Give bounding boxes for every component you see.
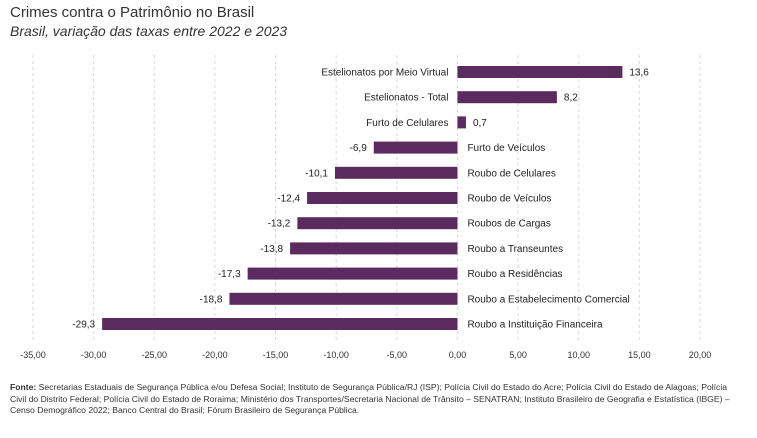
source-note: Fonte: Secretarias Estaduais de Seguranç… <box>10 382 745 417</box>
bar <box>297 217 458 230</box>
category-label: Estelionatos por Meio Virtual <box>321 68 448 79</box>
x-tick-label: 0,00 <box>449 350 467 360</box>
value-label: 13,6 <box>629 68 649 79</box>
category-label: Roubo a Transeuntes <box>467 244 563 255</box>
value-label: -10,1 <box>305 168 328 179</box>
bar <box>307 192 458 204</box>
value-label: -29,3 <box>72 320 95 331</box>
value-label: -13,2 <box>268 219 291 230</box>
bar <box>102 318 458 330</box>
chart-subtitle: Brasil, variação das taxas entre 2022 e … <box>10 23 288 39</box>
value-label: -13,8 <box>260 244 283 255</box>
bar <box>457 116 466 129</box>
value-label: 8,2 <box>564 93 578 104</box>
x-tick-label: 20,00 <box>689 350 712 360</box>
category-label: Furto de Celulares <box>366 118 448 129</box>
x-tick-label: -35,00 <box>20 350 46 360</box>
bar <box>334 166 458 179</box>
x-tick-label: -15,00 <box>263 350 289 360</box>
x-tick-label: -25,00 <box>142 350 168 360</box>
category-label: Roubos de Cargas <box>467 219 550 230</box>
bar <box>229 292 458 305</box>
source-label: Fonte: <box>10 382 37 392</box>
x-tick-label: 10,00 <box>567 350 590 360</box>
bar-chart: -35,00 -30,00 -25,00 -20,00 -15,00 -10,00 -5,0… <box>20 55 712 360</box>
x-tick-label: -5,00 <box>387 350 408 360</box>
value-label: -18,8 <box>200 294 223 305</box>
category-label: Roubo de Celulares <box>467 168 555 179</box>
x-tick-label: 15,00 <box>628 350 651 360</box>
x-tick-label: -20,00 <box>202 350 228 360</box>
bar <box>290 242 458 255</box>
bar <box>457 91 557 104</box>
value-label: 0,7 <box>473 118 487 129</box>
category-label: Furto de Veículos <box>467 143 545 154</box>
source-text: Secretarias Estaduais de Segurança Públi… <box>10 382 730 415</box>
category-label: Estelionatos - Total <box>364 93 448 104</box>
x-tick-label: -30,00 <box>81 350 107 360</box>
bar <box>247 267 458 280</box>
x-tick-label: 5,00 <box>509 350 527 360</box>
bar <box>457 66 623 78</box>
value-label: -6,9 <box>350 143 368 154</box>
value-label: -17,3 <box>218 269 241 280</box>
category-label: Roubo a Instituição Financeira <box>467 320 603 331</box>
category-label: Roubo a Residências <box>467 269 562 280</box>
bar <box>373 141 458 154</box>
category-label: Roubo de Veículos <box>467 194 551 205</box>
category-label: Roubo a Estabelecimento Comercial <box>467 294 629 305</box>
x-tick-label: -10,00 <box>323 350 349 360</box>
chart-title: Crimes contra o Patrimônio no Brasil <box>10 4 255 21</box>
value-label: -12,4 <box>277 194 300 205</box>
